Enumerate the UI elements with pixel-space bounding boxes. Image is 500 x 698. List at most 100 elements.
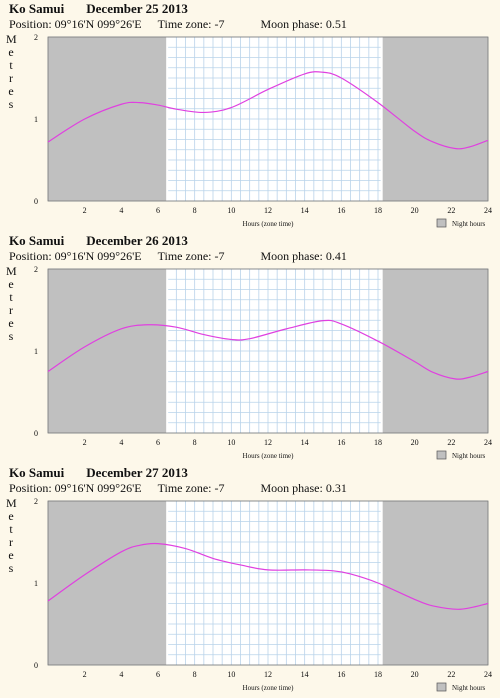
y-axis-label-letter: e — [8, 45, 14, 59]
x-tick-label: 24 — [484, 206, 492, 215]
y-tick-label: 2 — [34, 497, 38, 506]
x-tick-label: 14 — [301, 438, 309, 447]
legend-label: Night hours — [452, 452, 486, 460]
x-tick-label: 16 — [337, 438, 345, 447]
location-name: Ko Samui — [9, 233, 65, 248]
x-tick-label: 10 — [227, 670, 235, 679]
x-tick-label: 12 — [264, 670, 272, 679]
x-tick-label: 24 — [484, 438, 492, 447]
y-tick-label: 1 — [34, 579, 38, 588]
x-tick-label: 20 — [411, 670, 419, 679]
y-axis-label-letter: r — [9, 303, 13, 317]
x-tick-label: 6 — [156, 438, 160, 447]
y-axis-label-letter: e — [8, 509, 14, 523]
chart-date: December 25 2013 — [86, 1, 188, 16]
tide-panel: Ko Samui December 27 2013 Position: 09°16… — [0, 464, 500, 696]
position-label: Position: 09°16'N 099°26'E — [9, 249, 142, 263]
position-label: Position: 09°16'N 099°26'E — [9, 17, 142, 31]
x-tick-label: 6 — [156, 206, 160, 215]
legend-label: Night hours — [452, 220, 486, 228]
panel-info: Position: 09°16'N 099°26'E Time zone: -7 M… — [9, 249, 363, 264]
x-tick-label: 22 — [447, 670, 455, 679]
x-tick-label: 8 — [193, 438, 197, 447]
timezone-label: Time zone: -7 — [157, 17, 225, 31]
x-tick-label: 20 — [411, 206, 419, 215]
x-tick-label: 16 — [337, 206, 345, 215]
y-axis-label-letter: s — [8, 329, 14, 343]
x-axis-label: Hours (zone time) — [243, 684, 295, 692]
y-axis-label-letter: r — [9, 535, 13, 549]
tide-panel: Ko Samui December 25 2013 Position: 09°16… — [0, 0, 500, 232]
y-axis-label-letter: t — [9, 522, 13, 536]
plot-border — [47, 268, 489, 434]
x-tick-label: 12 — [264, 438, 272, 447]
x-axis-label: Hours (zone time) — [243, 220, 295, 228]
y-axis-label-letter: r — [9, 71, 13, 85]
x-tick-label: 4 — [119, 670, 123, 679]
x-tick-label: 4 — [119, 438, 123, 447]
night-region — [381, 501, 488, 665]
x-tick-label: 8 — [193, 670, 197, 679]
y-axis-label-letter: s — [8, 561, 14, 575]
y-tick-label: 0 — [34, 429, 38, 438]
x-tick-label: 18 — [374, 670, 382, 679]
night-region — [381, 269, 488, 433]
legend-swatch — [436, 218, 447, 228]
y-tick-label: 0 — [34, 661, 38, 670]
panel-title: Ko Samui December 27 2013 — [9, 465, 188, 481]
x-tick-label: 18 — [374, 438, 382, 447]
plot-border — [47, 500, 489, 666]
x-tick-label: 12 — [264, 206, 272, 215]
night-region — [381, 37, 488, 201]
x-tick-label: 20 — [411, 438, 419, 447]
x-tick-label: 10 — [227, 438, 235, 447]
y-axis-label-letter: M — [6, 496, 17, 510]
tide-curve — [47, 71, 489, 150]
x-tick-label: 2 — [83, 438, 87, 447]
legend-swatch — [436, 682, 447, 692]
x-tick-label: 18 — [374, 206, 382, 215]
y-tick-label: 2 — [34, 33, 38, 42]
y-axis-label-letter: t — [9, 58, 13, 72]
x-tick-label: 10 — [227, 206, 235, 215]
panel-info: Position: 09°16'N 099°26'E Time zone: -7 M… — [9, 17, 363, 32]
legend-swatch — [436, 450, 447, 460]
y-axis-label-letter: e — [8, 84, 14, 98]
y-axis-label-letter: e — [8, 277, 14, 291]
y-axis-label-letter: M — [6, 32, 17, 46]
panel-info: Position: 09°16'N 099°26'E Time zone: -7 M… — [9, 481, 363, 496]
panel-title: Ko Samui December 26 2013 — [9, 233, 188, 249]
legend-label: Night hours — [452, 684, 486, 692]
moon-phase-label: Moon phase: 0.51 — [260, 17, 347, 31]
x-tick-label: 14 — [301, 670, 309, 679]
x-tick-label: 8 — [193, 206, 197, 215]
x-tick-label: 22 — [447, 438, 455, 447]
moon-phase-label: Moon phase: 0.41 — [260, 249, 347, 263]
x-tick-label: 2 — [83, 206, 87, 215]
y-axis-label-letter: e — [8, 548, 14, 562]
x-tick-label: 24 — [484, 670, 492, 679]
x-tick-label: 6 — [156, 670, 160, 679]
panel-title: Ko Samui December 25 2013 — [9, 1, 188, 17]
chart-date: December 27 2013 — [86, 465, 188, 480]
y-tick-label: 1 — [34, 115, 38, 124]
y-tick-label: 2 — [34, 265, 38, 274]
night-region — [48, 501, 168, 665]
x-tick-label: 2 — [83, 670, 87, 679]
tide-panel: Ko Samui December 26 2013 Position: 09°16… — [0, 232, 500, 464]
x-tick-label: 22 — [447, 206, 455, 215]
timezone-label: Time zone: -7 — [157, 249, 225, 263]
location-name: Ko Samui — [9, 1, 65, 16]
night-region — [48, 37, 168, 201]
y-axis-label-letter: e — [8, 316, 14, 330]
position-label: Position: 09°16'N 099°26'E — [9, 481, 142, 495]
x-tick-label: 4 — [119, 206, 123, 215]
night-region — [48, 269, 168, 433]
moon-phase-label: Moon phase: 0.31 — [260, 481, 347, 495]
x-tick-label: 14 — [301, 206, 309, 215]
